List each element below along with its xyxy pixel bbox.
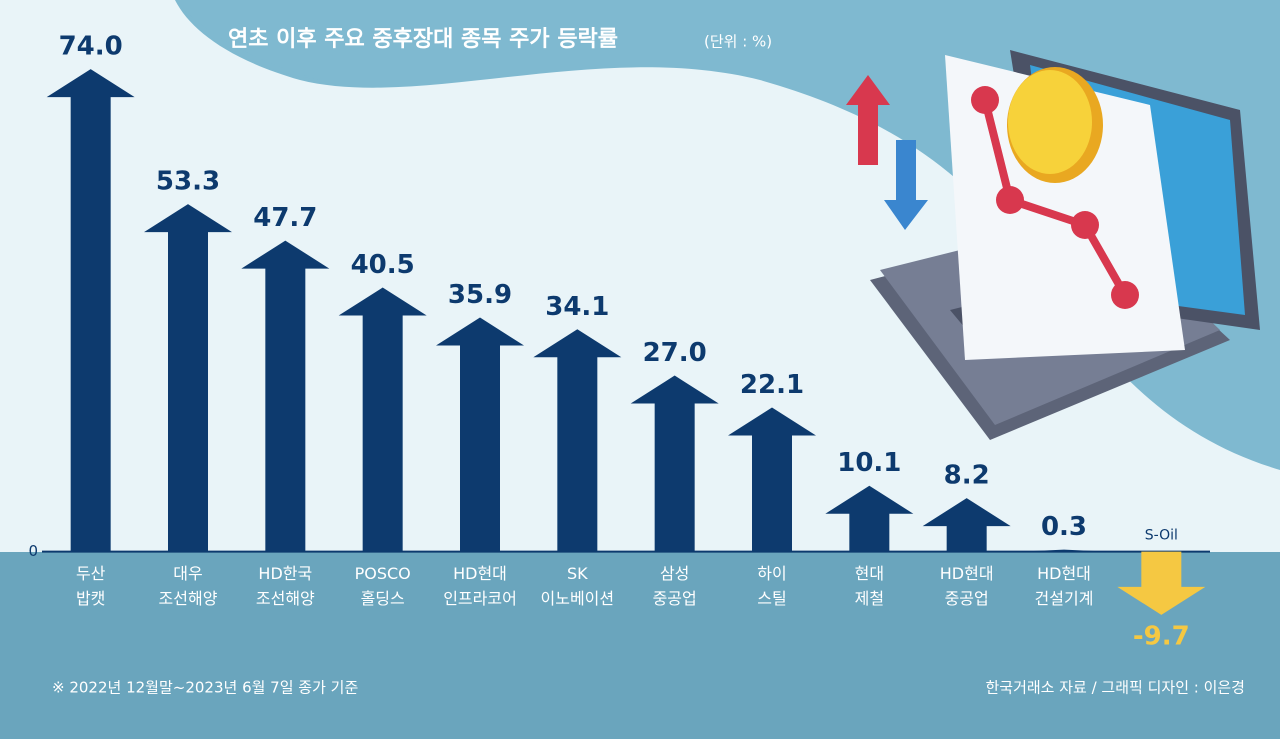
value-label: 27.0 xyxy=(643,338,707,368)
footnote: ※ 2022년 12월말~2023년 6월 7일 종가 기준 xyxy=(52,679,358,697)
x-tick-label: 삼성 xyxy=(660,564,689,583)
arrow-bar xyxy=(728,407,816,552)
arrow-bar xyxy=(533,329,622,552)
x-tick-label: 두산 xyxy=(76,564,106,583)
x-tick-label: 중공업 xyxy=(945,589,989,608)
x-tick-label: 현대 xyxy=(855,564,884,583)
value-label: 74.0 xyxy=(59,32,123,62)
arrow-bar xyxy=(46,69,135,552)
value-label: 35.9 xyxy=(448,280,512,310)
x-tick-label: HD현대 xyxy=(1037,564,1091,583)
arrow-bar xyxy=(825,485,914,552)
x-tick-label: S-Oil xyxy=(1145,528,1178,544)
backdrop-edge xyxy=(0,0,320,80)
arrow-bar xyxy=(922,498,1011,552)
chart-title: 연초 이후 주요 중후장대 종목 주가 등락률 xyxy=(228,27,618,52)
source: 한국거래소 자료 / 그래픽 디자인 : 이은경 xyxy=(985,679,1245,697)
x-tick-label: 건설기계 xyxy=(1035,589,1094,608)
x-tick-label: SK xyxy=(567,564,588,583)
x-tick-label: HD현대 xyxy=(940,564,994,583)
x-tick-label: 하이 xyxy=(757,564,786,583)
arrow-bar xyxy=(1020,549,1108,552)
value-label: 47.7 xyxy=(253,203,317,233)
x-tick-label: 제철 xyxy=(855,589,884,608)
unit-label: (단위 : %) xyxy=(704,33,772,51)
value-label: 53.3 xyxy=(156,167,220,197)
arrow-bar xyxy=(338,287,427,552)
arrow-bar xyxy=(144,204,232,552)
x-tick-label: 조선해양 xyxy=(256,589,315,608)
arrow-bar xyxy=(1117,551,1206,615)
value-label: 10.1 xyxy=(837,448,901,478)
x-tick-label: HD현대 xyxy=(453,564,507,583)
x-tick-label: 이노베이션 xyxy=(541,589,615,608)
value-label: 0.3 xyxy=(1041,512,1087,542)
value-label: 40.5 xyxy=(351,250,415,280)
x-tick-label: 밥캣 xyxy=(76,589,105,608)
arrow-bar xyxy=(436,317,524,552)
value-label: -9.7 xyxy=(1133,621,1190,651)
x-tick-label: 인프라코어 xyxy=(443,589,517,608)
x-tick-label: 중공업 xyxy=(653,589,697,608)
x-tick-label: 대우 xyxy=(173,564,202,583)
x-tick-label: 홀딩스 xyxy=(361,589,405,608)
x-tick-label: HD한국 xyxy=(258,564,312,583)
value-label: 8.2 xyxy=(944,461,990,491)
laptop-illustration xyxy=(846,50,1260,440)
x-tick-label: POSCO xyxy=(355,564,411,583)
x-tick-label: 스틸 xyxy=(757,589,786,608)
x-tick-label: 조선해양 xyxy=(159,589,218,608)
arrow-bar xyxy=(630,375,719,552)
y-tick-label: 0 xyxy=(28,542,38,560)
value-label: 22.1 xyxy=(740,370,804,400)
value-label: 34.1 xyxy=(545,292,609,322)
arrow-bar xyxy=(241,240,330,552)
bottom-band xyxy=(0,552,1280,739)
